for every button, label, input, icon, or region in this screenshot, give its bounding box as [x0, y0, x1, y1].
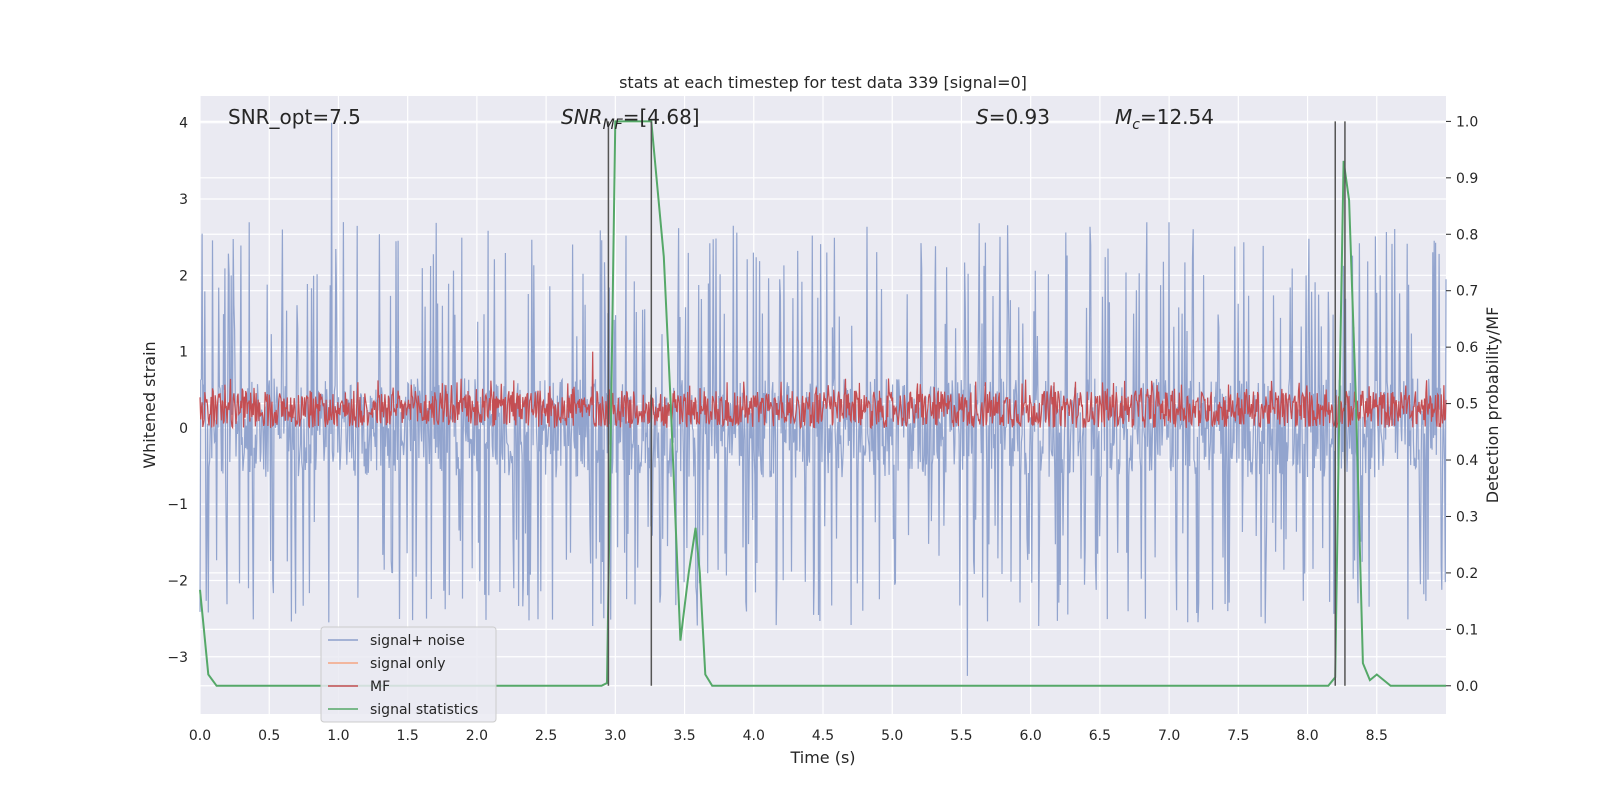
- chart-title: stats at each timestep for test data 339…: [619, 73, 1027, 92]
- vertical-markers: [607, 121, 1346, 686]
- y-left-tick-label: 0: [179, 421, 188, 437]
- y-left-tick-label: 3: [179, 192, 188, 208]
- x-axis-label: Time (s): [789, 748, 855, 767]
- x-tick-label: 6.0: [1020, 728, 1042, 744]
- x-tick-label: 0.5: [258, 728, 280, 744]
- y-right-tick-label: 0.2: [1456, 566, 1478, 582]
- y-left-tick-label: −2: [167, 573, 188, 589]
- legend-label-signal-statistics: signal statistics: [370, 702, 478, 718]
- snr-mf-annotation: SNRMF=[4.68]: [561, 105, 700, 133]
- y-right-tick-label: 0.7: [1456, 284, 1478, 300]
- x-tick-label: 6.5: [1089, 728, 1111, 744]
- y-right-tick-label: 0.1: [1456, 622, 1478, 638]
- x-tick-label: 3.5: [673, 728, 695, 744]
- y-left-tick-label: 1: [179, 345, 188, 361]
- x-tick-label: 8.5: [1366, 728, 1388, 744]
- x-tick-label: 8.0: [1296, 728, 1318, 744]
- signal-statistics-line: [199, 120, 1446, 687]
- snr-mf-name: SNR: [561, 105, 603, 129]
- x-tick-label: 7.0: [1158, 728, 1180, 744]
- mc-value: =12.54: [1140, 105, 1214, 129]
- x-tick-label: 0.0: [189, 728, 211, 744]
- x-axis-ticks: 0.0 0.5 1.0 1.5 2.0 2.5 3.0 3.5 4.0 4.5 5.0 5.5 6.0 6…: [189, 728, 1388, 744]
- x-tick-label: 1.0: [327, 728, 349, 744]
- legend-frame: [320, 626, 497, 723]
- y-left-tick-label: 2: [179, 268, 188, 284]
- x-tick-label: 4.0: [743, 728, 765, 744]
- legend-label-mf: MF: [370, 679, 390, 695]
- x-tick-label: 7.5: [1227, 728, 1249, 744]
- y-left-axis-label: Whitened strain: [140, 341, 159, 468]
- s-value: =0.93: [989, 105, 1050, 129]
- legend-label-signal-noise: signal+ noise: [370, 633, 465, 649]
- snr-mf-subscript: MF: [603, 117, 624, 133]
- y-right-tick-label: 0.6: [1456, 340, 1478, 356]
- x-tick-label: 2.0: [466, 728, 488, 744]
- y-right-tick-label: 0.4: [1456, 453, 1478, 469]
- y-left-tick-label: 4: [179, 116, 188, 132]
- mc-subscript: c: [1132, 117, 1140, 133]
- mc-annotation: Mc=12.54: [1115, 105, 1214, 133]
- mf-line: [199, 351, 1447, 430]
- snr-opt-annotation: SNR_opt=7.5: [228, 105, 361, 129]
- y-right-tick-label: 1.0: [1456, 114, 1478, 130]
- series-layer: [199, 120, 1447, 687]
- y-left-tick-label: −1: [167, 497, 188, 513]
- x-tick-label: 3.0: [604, 728, 626, 744]
- mc-name: M: [1115, 105, 1132, 129]
- legend: signal+ noise signal only MF signal stat…: [320, 626, 497, 723]
- y-right-axis-ticks: 1.0 0.9 0.8 0.7 0.6 0.5 0.4 0.3 0.2 0.1 0.0: [1446, 114, 1478, 695]
- y-left-tick-label: −3: [167, 650, 188, 666]
- y-right-tick-label: 0.8: [1456, 227, 1478, 243]
- x-tick-label: 5.5: [950, 728, 972, 744]
- s-annotation: S=0.93: [976, 105, 1050, 129]
- y-right-tick-label: 0.9: [1456, 171, 1478, 187]
- y-right-tick-label: 0.3: [1456, 509, 1478, 525]
- x-tick-label: 5.0: [881, 728, 903, 744]
- x-tick-label: 2.5: [535, 728, 557, 744]
- legend-label-signal-only: signal only: [370, 656, 445, 672]
- y-left-axis-ticks: 4 3 2 1 0 −1 −2 −3: [167, 116, 188, 666]
- x-tick-label: 4.5: [812, 728, 834, 744]
- s-name: S: [976, 105, 989, 129]
- snr-mf-value: =[4.68]: [623, 105, 700, 129]
- y-right-tick-label: 0.0: [1456, 679, 1478, 695]
- y-right-axis-label: Detection probability/MF: [1483, 307, 1502, 504]
- x-tick-label: 1.5: [397, 728, 419, 744]
- y-right-tick-label: 0.5: [1456, 397, 1478, 413]
